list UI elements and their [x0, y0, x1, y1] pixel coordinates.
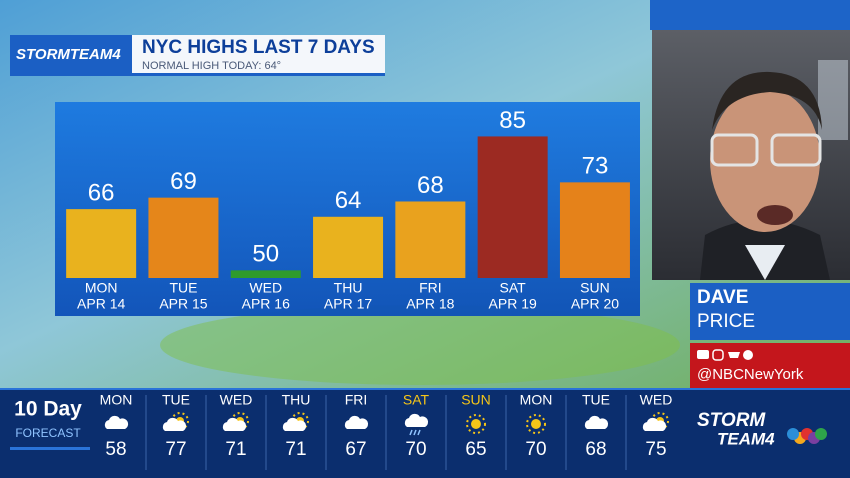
x-tick-sublabel: APR 16 [242, 296, 290, 312]
name-box [690, 283, 850, 340]
day-label: TUE [162, 392, 190, 408]
day-label: MON [100, 392, 133, 408]
glasses-left [710, 133, 759, 167]
cloud-icon [162, 417, 187, 431]
x-tick-label: SAT [500, 280, 527, 296]
grass-blur [160, 305, 680, 385]
sun-core [471, 419, 481, 429]
sun-icon [231, 412, 249, 430]
value-label: 69 [170, 168, 197, 195]
x-tick-sublabel: APR 17 [324, 296, 372, 312]
footer-logo-bottom: TEAM4 [717, 429, 775, 448]
cloud-icon [642, 417, 667, 431]
day-high: 68 [585, 439, 606, 460]
chart-subtitle: NORMAL HIGH TODAY: 64° [142, 60, 281, 72]
day-high: 75 [645, 439, 666, 460]
forecast-subtitle: FORECAST [15, 426, 81, 440]
day-high: 71 [225, 439, 246, 460]
value-label: 66 [88, 179, 115, 206]
cloud-icon [282, 417, 307, 431]
forecast-strip [0, 390, 850, 478]
bar [477, 136, 548, 278]
day-label: MON [520, 392, 553, 408]
day-label: SUN [461, 392, 491, 408]
sun-icon [466, 414, 486, 434]
title-underline [10, 73, 385, 76]
rain-drop [409, 429, 413, 436]
value-label: 50 [252, 241, 279, 268]
value-label: 64 [335, 187, 362, 214]
day-label: WED [220, 392, 253, 408]
bar [313, 216, 384, 278]
x-tick-label: THU [334, 280, 363, 296]
bar [148, 197, 219, 278]
bar [395, 201, 466, 278]
glasses-right [770, 133, 822, 167]
bar [230, 270, 301, 278]
presenter-shirt [745, 245, 785, 280]
x-tick-sublabel: APR 14 [77, 296, 125, 312]
bar [66, 209, 137, 278]
x-tick-sublabel: APR 15 [159, 296, 207, 312]
cloud-icon [222, 417, 247, 431]
presenter-first-name: DAVE [697, 287, 748, 308]
day-high: 77 [165, 439, 186, 460]
forecast-strip-edge [0, 388, 850, 390]
logo-box [10, 35, 132, 75]
day-label: THU [282, 392, 311, 408]
presenter-face [710, 88, 820, 232]
cloud-icon [104, 415, 129, 429]
presenter-mouth [757, 205, 793, 225]
presenter-last-name: PRICE [697, 311, 755, 332]
rain-drop [413, 429, 417, 436]
cloud-icon [344, 415, 369, 429]
day-high: 65 [465, 439, 486, 460]
x-tick-sublabel: APR 19 [489, 296, 537, 312]
chart-title: NYC HIGHS LAST 7 DAYS [142, 37, 375, 58]
studio-screen [818, 60, 848, 140]
x-tick-label: FRI [419, 280, 442, 296]
sun-core [531, 419, 541, 429]
x-tick-label: TUE [169, 280, 197, 296]
social-icons [697, 349, 753, 361]
title-box [132, 35, 385, 75]
presenter-hair [712, 71, 822, 130]
day-label: FRI [345, 392, 368, 408]
day-high: 67 [345, 439, 366, 460]
rain-drop [417, 429, 421, 436]
nbc-peacock [787, 428, 827, 444]
footer-logo-top: STORM [697, 410, 766, 431]
x-tick-sublabel: APR 20 [571, 296, 619, 312]
x-tick-label: SUN [580, 280, 610, 296]
day-high: 58 [105, 439, 126, 460]
day-label: WED [640, 392, 673, 408]
sun-icon [171, 412, 189, 430]
cloud-icon [404, 413, 429, 427]
day-label: SAT [403, 392, 430, 408]
value-label: 85 [499, 107, 526, 134]
logo: STORMTEAM4 [16, 46, 121, 63]
bar [559, 182, 630, 278]
forecast-days: MON 58 TUE 77 WED 71 THU 71 FRI 67 SAT 70 SUN 65 MON 70… [100, 392, 673, 470]
sun-icon [651, 412, 669, 430]
top-strip [650, 0, 850, 30]
social-handle: @NBCNewYork [697, 366, 804, 383]
forecast-title-bar [10, 447, 90, 450]
day-high: 70 [525, 439, 546, 460]
x-tick-sublabel: APR 18 [406, 296, 454, 312]
value-label: 73 [582, 153, 609, 180]
sun-icon [291, 412, 309, 430]
day-high: 71 [285, 439, 306, 460]
day-high: 70 [405, 439, 426, 460]
forecast-title: 10 Day [14, 398, 82, 421]
value-label: 68 [417, 172, 444, 199]
day-label: TUE [582, 392, 610, 408]
x-tick-label: WED [249, 280, 282, 296]
sun-icon [526, 414, 546, 434]
x-tick-label: MON [85, 280, 118, 296]
cloud-icon [584, 415, 609, 429]
